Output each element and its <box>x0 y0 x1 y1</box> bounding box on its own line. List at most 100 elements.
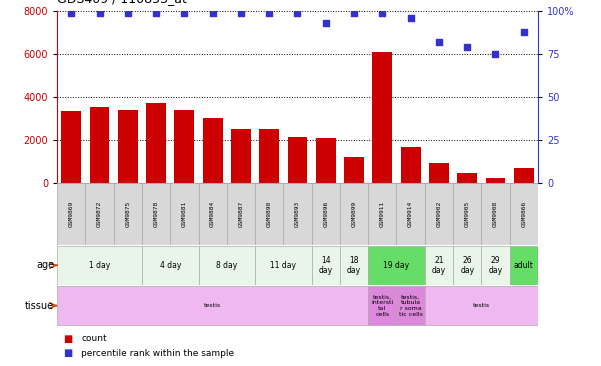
Bar <box>481 183 510 245</box>
Text: 26
day: 26 day <box>460 255 474 275</box>
Point <box>406 15 415 21</box>
Point <box>490 51 500 57</box>
Text: 21
day: 21 day <box>432 255 446 275</box>
Text: 18
day: 18 day <box>347 255 361 275</box>
Point <box>377 10 387 16</box>
Point <box>208 10 218 16</box>
Text: percentile rank within the sample: percentile rank within the sample <box>81 349 234 358</box>
Bar <box>368 183 397 245</box>
Point <box>67 10 76 16</box>
Point <box>95 10 105 16</box>
Text: GSM9911: GSM9911 <box>380 201 385 227</box>
Bar <box>481 246 510 285</box>
Point <box>264 10 274 16</box>
Bar <box>514 168 534 183</box>
Text: GSM9914: GSM9914 <box>408 201 413 227</box>
Bar <box>316 138 336 183</box>
Text: ■: ■ <box>63 348 72 358</box>
Text: GSM9905: GSM9905 <box>465 201 470 227</box>
Point <box>519 29 528 34</box>
Text: 14
day: 14 day <box>319 255 333 275</box>
Bar <box>174 110 194 183</box>
Bar <box>146 103 166 183</box>
Text: GSM9878: GSM9878 <box>154 201 159 227</box>
Point <box>349 10 359 16</box>
Text: 8 day: 8 day <box>216 261 237 270</box>
Text: ■: ■ <box>63 333 72 344</box>
Bar <box>425 246 453 285</box>
Text: tissue: tissue <box>25 300 54 311</box>
Text: GSM9884: GSM9884 <box>210 201 215 227</box>
Bar <box>118 110 138 183</box>
Text: GSM9887: GSM9887 <box>239 201 243 227</box>
Bar <box>288 137 307 183</box>
Text: GSM9866: GSM9866 <box>521 201 526 227</box>
Bar <box>259 129 279 183</box>
Bar <box>429 163 449 183</box>
Text: GSM9875: GSM9875 <box>125 201 130 227</box>
Text: GSM9899: GSM9899 <box>352 201 356 227</box>
Bar <box>510 183 538 245</box>
Text: testis: testis <box>204 303 221 308</box>
Point <box>462 44 472 50</box>
Text: GSM9881: GSM9881 <box>182 201 187 227</box>
Bar <box>170 183 198 245</box>
Bar <box>457 173 477 183</box>
Bar <box>368 246 425 285</box>
Bar <box>142 183 170 245</box>
Text: GDS409 / 110853_at: GDS409 / 110853_at <box>57 0 187 5</box>
Bar <box>486 178 505 183</box>
Bar <box>340 246 368 285</box>
Text: GSM9902: GSM9902 <box>436 201 441 227</box>
Text: GSM9890: GSM9890 <box>267 201 272 227</box>
Bar <box>453 183 481 245</box>
Text: GSM9872: GSM9872 <box>97 201 102 227</box>
Bar <box>397 183 425 245</box>
Bar <box>425 286 538 325</box>
Bar <box>114 183 142 245</box>
Point <box>321 20 331 26</box>
Point <box>434 39 444 45</box>
Text: age: age <box>36 260 54 270</box>
Text: 19 day: 19 day <box>383 261 409 270</box>
Bar <box>373 52 392 183</box>
Bar <box>198 183 227 245</box>
Text: testis,
intersti
tal
cells: testis, intersti tal cells <box>371 294 394 317</box>
Bar <box>283 183 312 245</box>
Text: GSM9893: GSM9893 <box>295 201 300 227</box>
Bar <box>61 111 81 183</box>
Bar <box>57 246 142 285</box>
Bar <box>57 286 368 325</box>
Bar <box>344 157 364 183</box>
Text: 4 day: 4 day <box>159 261 181 270</box>
Bar <box>85 183 114 245</box>
Point <box>151 10 161 16</box>
Text: 29
day: 29 day <box>489 255 502 275</box>
Text: testis,
tubula
r soma
tic cells: testis, tubula r soma tic cells <box>398 294 423 317</box>
Bar <box>227 183 255 245</box>
Bar <box>255 246 312 285</box>
Point <box>123 10 133 16</box>
Point <box>180 10 189 16</box>
Bar <box>453 246 481 285</box>
Text: 1 day: 1 day <box>89 261 110 270</box>
Bar <box>57 183 85 245</box>
Text: 11 day: 11 day <box>270 261 296 270</box>
Point <box>293 10 302 16</box>
Text: GSM9896: GSM9896 <box>323 201 328 227</box>
Text: adult: adult <box>514 261 534 270</box>
Bar <box>425 183 453 245</box>
Bar <box>142 246 198 285</box>
Bar <box>198 246 255 285</box>
Bar <box>510 246 538 285</box>
Text: count: count <box>81 334 107 343</box>
Bar <box>231 129 251 183</box>
Bar <box>312 183 340 245</box>
Point <box>236 10 246 16</box>
Bar <box>255 183 283 245</box>
Bar <box>397 286 425 325</box>
Bar <box>90 107 109 183</box>
Bar <box>340 183 368 245</box>
Text: testis: testis <box>473 303 490 308</box>
Bar <box>401 147 421 183</box>
